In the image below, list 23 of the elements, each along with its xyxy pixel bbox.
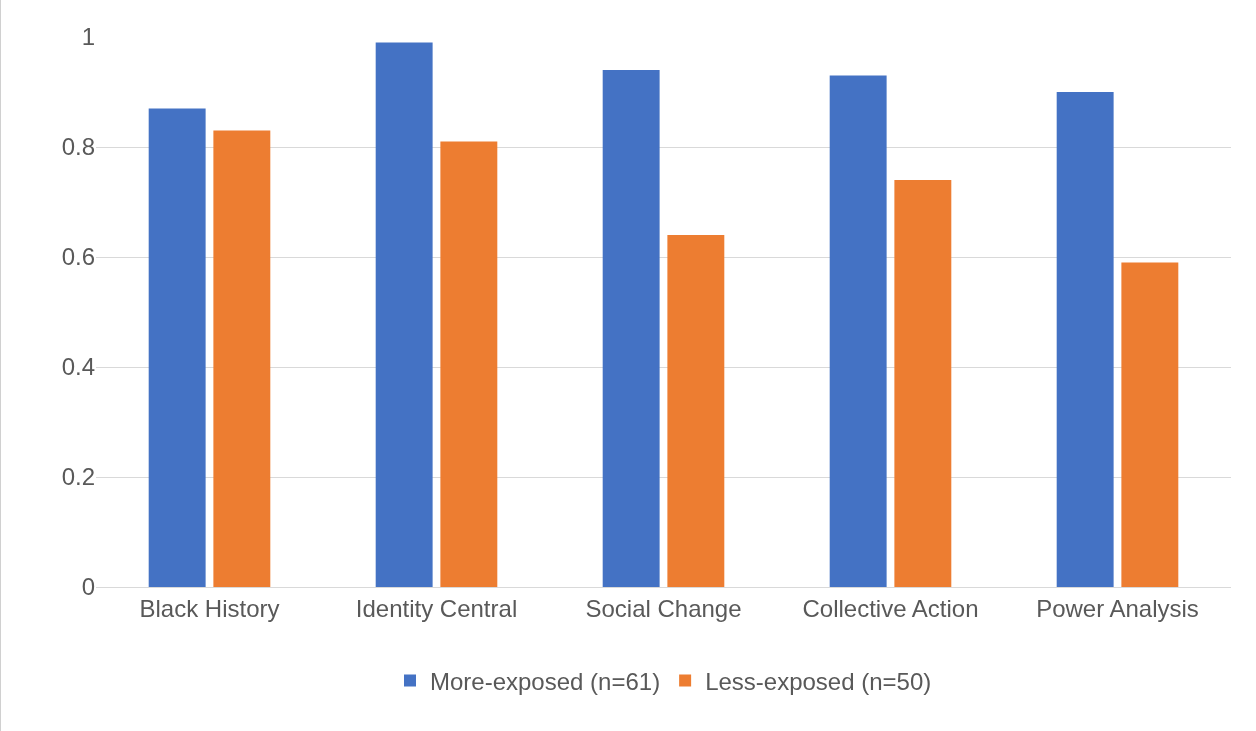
- legend-label: More-exposed (n=61): [430, 667, 661, 695]
- y-tick-label: 0.4: [61, 353, 95, 381]
- bar: [602, 70, 660, 587]
- bar: [213, 130, 271, 587]
- bar: [894, 180, 952, 587]
- x-tick-label: Identity Central: [355, 594, 518, 622]
- bar: [829, 75, 887, 587]
- bar: [440, 141, 498, 587]
- y-tick-label: 0: [81, 573, 95, 601]
- bar: [1121, 262, 1179, 587]
- y-tick-label: 0.6: [61, 243, 95, 271]
- bar: [375, 42, 433, 587]
- bar: [667, 235, 725, 587]
- legend-label: Less-exposed (n=50): [705, 667, 932, 695]
- y-tick-label: 0.8: [61, 133, 95, 161]
- x-tick-label: Collective Action: [802, 594, 979, 622]
- bar: [1056, 92, 1114, 587]
- x-tick-label: Social Change: [585, 594, 742, 622]
- y-tick-label: 1: [81, 23, 95, 51]
- y-tick-label: 0.2: [61, 463, 95, 491]
- bar: [148, 108, 206, 587]
- x-tick-label: Power Analysis: [1036, 594, 1199, 622]
- x-tick-label: Black History: [139, 594, 280, 622]
